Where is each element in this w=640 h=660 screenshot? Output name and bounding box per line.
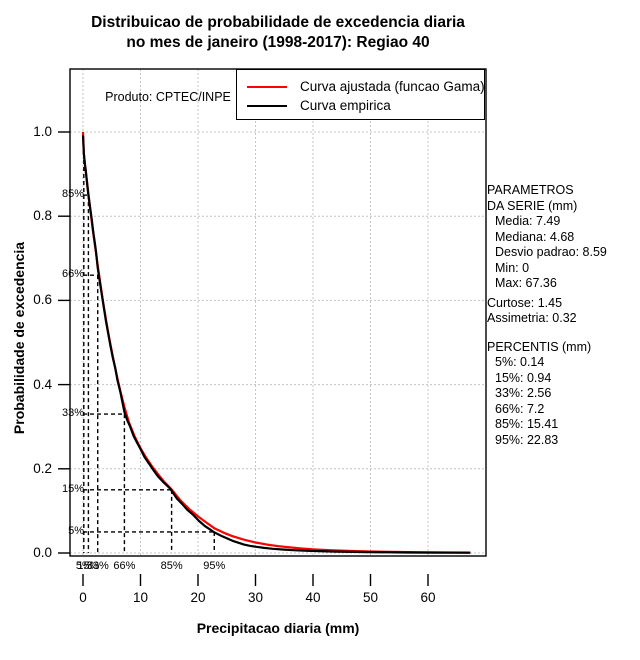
gridlines bbox=[70, 69, 486, 556]
statistics-line: 85%: 15.41 bbox=[495, 417, 559, 431]
statistics-section: PERCENTIS (mm) 5%: 0.14 15%: 0.94 33%: 2.56… bbox=[487, 340, 639, 449]
statistics-line: Max: 67.36 bbox=[495, 276, 557, 290]
statistics-section: Curtose: 1.45 Assimetria: 0.32 bbox=[487, 296, 639, 327]
statistics-line: Min: 0 bbox=[495, 260, 530, 275]
x-tick-label: 10 bbox=[132, 590, 149, 605]
y-tick-label: 0.0 bbox=[33, 545, 52, 560]
legend-line-sample bbox=[247, 104, 287, 107]
x-tick-label: 50 bbox=[362, 590, 379, 605]
statistics-line: PERCENTIS (mm) bbox=[487, 339, 592, 354]
axis-ticks bbox=[58, 131, 429, 586]
y-tick-label: 0.6 bbox=[33, 292, 52, 308]
x-axis-title: Precipitacao diaria (mm) bbox=[196, 620, 360, 636]
statistics-line: Desvio padrao: 8.59 bbox=[495, 245, 607, 259]
plot-border bbox=[69, 68, 487, 557]
legend-item-label: Curva ajustada (funcao Gama) bbox=[300, 79, 485, 94]
x-tick-label: 0 bbox=[79, 590, 87, 605]
statistics-line: DA SERIE (mm) bbox=[487, 198, 578, 213]
percentile-bottom-label: 5% bbox=[75, 560, 92, 572]
statistics-line: Curtose: 1.45 bbox=[487, 295, 563, 310]
legend: Curva ajustada (funcao Gama) Curva empiri… bbox=[236, 69, 485, 120]
percentile-bottom-label: 33% bbox=[86, 560, 109, 572]
x-tick-label: 40 bbox=[305, 590, 321, 605]
percentile-left-label: 5% bbox=[68, 524, 84, 537]
legend-line-sample bbox=[247, 85, 287, 88]
percentile-bottom-label: 15% bbox=[77, 560, 100, 572]
legend-item: Curva empirica bbox=[237, 96, 484, 115]
product-note: Produto: CPTEC/INPE bbox=[105, 90, 231, 104]
statistics-line: 95%: 22.83 bbox=[495, 432, 559, 447]
y-axis-title: Probabilidade de excedencia bbox=[11, 241, 27, 435]
statistics-panel: PARAMETROS DA SERIE (mm) Media: 7.49 Median… bbox=[487, 183, 639, 452]
y-tick-label: 0.2 bbox=[33, 460, 52, 476]
statistics-line: 5%: 0.14 bbox=[495, 355, 545, 369]
percentile-left-label: 33% bbox=[61, 407, 84, 420]
x-tick-label: 60 bbox=[420, 590, 436, 605]
percentile-left-label: 85% bbox=[61, 188, 84, 201]
statistics-line: Mediana: 4.68 bbox=[495, 229, 575, 244]
chart-title-line1: Distribuicao de probabilidade de exceden… bbox=[91, 14, 465, 31]
statistics-section: PARAMETROS DA SERIE (mm) Media: 7.49 Median… bbox=[487, 183, 639, 292]
legend-item: Curva ajustada (funcao Gama) bbox=[237, 77, 485, 96]
y-tick-label: 1.0 bbox=[33, 124, 52, 139]
statistics-line: 15%: 0.94 bbox=[495, 370, 552, 385]
percentile-bottom-label: 95% bbox=[203, 560, 226, 572]
statistics-line: 33%: 2.56 bbox=[495, 386, 552, 400]
percentile-left-label: 66% bbox=[61, 268, 84, 281]
percentile-bottom-label: 85% bbox=[160, 560, 183, 572]
statistics-line: Media: 7.49 bbox=[495, 214, 561, 228]
statistics-line: Assimetria: 0.32 bbox=[487, 311, 577, 325]
percentile-guides bbox=[83, 152, 215, 553]
statistics-line: PARAMETROS bbox=[487, 183, 574, 197]
y-tick-label: 0.4 bbox=[33, 376, 52, 392]
chart-title-line2: no mes de janeiro (1998-2017): Regiao 40 bbox=[126, 34, 430, 51]
x-tick-label: 20 bbox=[190, 590, 206, 605]
percentile-left-label: 15% bbox=[61, 482, 84, 495]
legend-item-label: Curva empirica bbox=[300, 98, 391, 113]
y-tick-label: 0.8 bbox=[33, 208, 52, 224]
statistics-line: 66%: 7.2 bbox=[495, 401, 545, 416]
percentile-bottom-label: 66% bbox=[113, 560, 136, 572]
x-tick-label: 30 bbox=[247, 590, 264, 605]
empirical-curve bbox=[81, 135, 471, 554]
